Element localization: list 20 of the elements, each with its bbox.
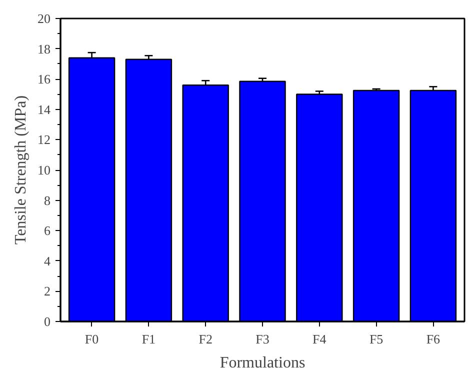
y-tick-label: 14	[38, 102, 51, 117]
x-tick-label: F0	[84, 332, 99, 346]
x-tick-label: F2	[198, 332, 212, 346]
y-tick-label: 16	[38, 72, 51, 87]
y-tick-label: 2	[44, 284, 50, 299]
y-tick-label: 12	[38, 132, 50, 148]
y-tick-label: 8	[44, 192, 50, 208]
x-tick-label: F5	[369, 332, 384, 346]
y-tick-label: 18	[38, 41, 50, 56]
x-tick-label: F4	[312, 332, 327, 346]
x-tick-label: F1	[142, 332, 156, 346]
x-tick-label: F3	[256, 332, 270, 346]
y-tick-label: 4	[44, 253, 51, 268]
x-tick-label: F6	[426, 332, 441, 346]
y-tick-label: 0	[44, 314, 50, 329]
y-axis-title: Tensile Strength (MPa)	[12, 95, 30, 245]
y-tick-label: 10	[38, 162, 50, 178]
y-tick-label: 20	[38, 11, 50, 26]
x-axis-title: Formulations	[220, 354, 306, 372]
y-tick-label: 6	[44, 223, 51, 238]
